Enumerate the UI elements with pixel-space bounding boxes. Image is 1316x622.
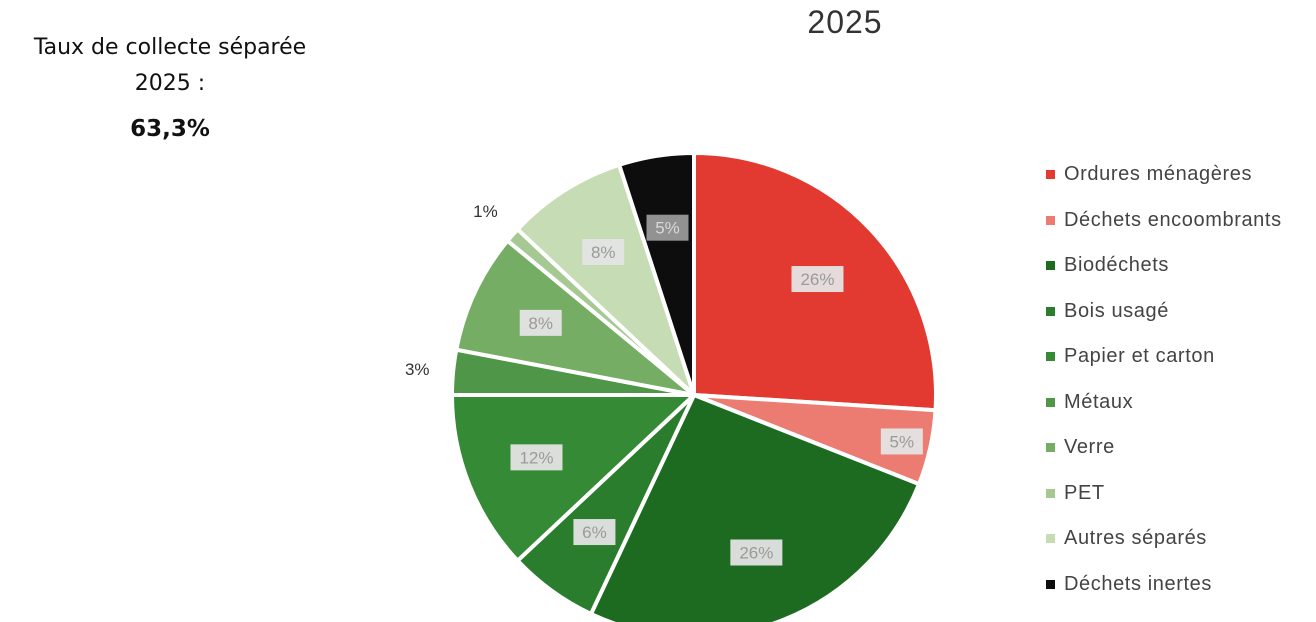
svg-text:8%: 8% [591, 243, 616, 262]
legend-swatch [1046, 534, 1055, 544]
legend-label: Bois usagé [1064, 299, 1169, 322]
data-label-4: 6% [573, 519, 616, 546]
legend-item-1: Ordures ménagères [1046, 152, 1282, 198]
legend-label: Biodéchets [1064, 254, 1169, 277]
legend-label: Métaux [1064, 390, 1134, 413]
legend-item-7: Verre [1046, 425, 1282, 471]
legend-label: Déchets encoombrants [1064, 208, 1282, 231]
data-label-6: 3% [405, 360, 430, 379]
legend-item-4: Bois usagé [1046, 289, 1282, 335]
collection-rate-label-line1: Taux de collecte séparée [33, 35, 307, 60]
collection-rate-label-line2: 2025 : [134, 71, 206, 96]
legend-label: PET [1064, 481, 1105, 504]
legend-swatch [1046, 352, 1055, 362]
data-label-5: 12% [510, 444, 563, 471]
legend-item-5: Papier et carton [1046, 334, 1282, 380]
data-label-9: 8% [582, 238, 625, 265]
svg-text:6%: 6% [582, 523, 607, 542]
pie-slice-9 [515, 162, 696, 397]
svg-text:5%: 5% [890, 432, 915, 451]
chart-title: 2025 [807, 4, 883, 40]
legend-swatch [1046, 397, 1055, 407]
data-label-10: 5% [646, 214, 689, 241]
svg-text:1%: 1% [473, 202, 498, 221]
pie-slice-5 [450, 393, 696, 563]
legend-swatch [1046, 261, 1055, 271]
legend-swatch [1046, 170, 1055, 180]
legend-swatch [1046, 488, 1055, 498]
legend-swatch [1046, 215, 1055, 225]
pie-slice-3 [588, 393, 922, 622]
svg-text:8%: 8% [528, 314, 553, 333]
legend-item-6: Métaux [1046, 380, 1282, 426]
legend-item-9: Autres séparés [1046, 516, 1282, 562]
collection-rate-value: 63,3% [130, 116, 210, 142]
svg-text:5%: 5% [655, 219, 680, 238]
legend-swatch [1046, 443, 1055, 453]
legend-label: Ordures ménagères [1064, 163, 1253, 186]
data-label-2: 5% [880, 428, 923, 455]
data-label-7: 8% [519, 309, 562, 336]
data-label-1: 26% [791, 266, 844, 293]
legend-item-10: Déchets inertes [1046, 562, 1282, 608]
legend-item-8: PET [1046, 471, 1282, 517]
svg-text:12%: 12% [519, 448, 553, 467]
collection-rate-panel: Taux de collecte séparée 2025 : 63,3% [0, 30, 340, 142]
legend-label: Verre [1064, 436, 1115, 459]
pie-slice-10 [617, 151, 696, 397]
legend-item-2: Déchets encoombrants [1046, 198, 1282, 244]
svg-text:3%: 3% [405, 360, 430, 379]
pie-slice-7 [454, 238, 696, 397]
legend-item-3: Biodéchets [1046, 243, 1282, 289]
legend-label: Autres séparés [1064, 527, 1207, 550]
legend-swatch [1046, 579, 1055, 589]
legend-label: Papier et carton [1064, 345, 1215, 368]
data-label-3: 26% [730, 539, 783, 566]
svg-text:26%: 26% [739, 544, 773, 563]
legend-swatch [1046, 306, 1055, 316]
svg-text:26%: 26% [800, 270, 834, 289]
chart-legend: Ordures ménagères Déchets encoombrants Bio… [1046, 152, 1282, 607]
legend-label: Déchets inertes [1064, 572, 1212, 595]
data-label-8: 1% [473, 202, 498, 221]
